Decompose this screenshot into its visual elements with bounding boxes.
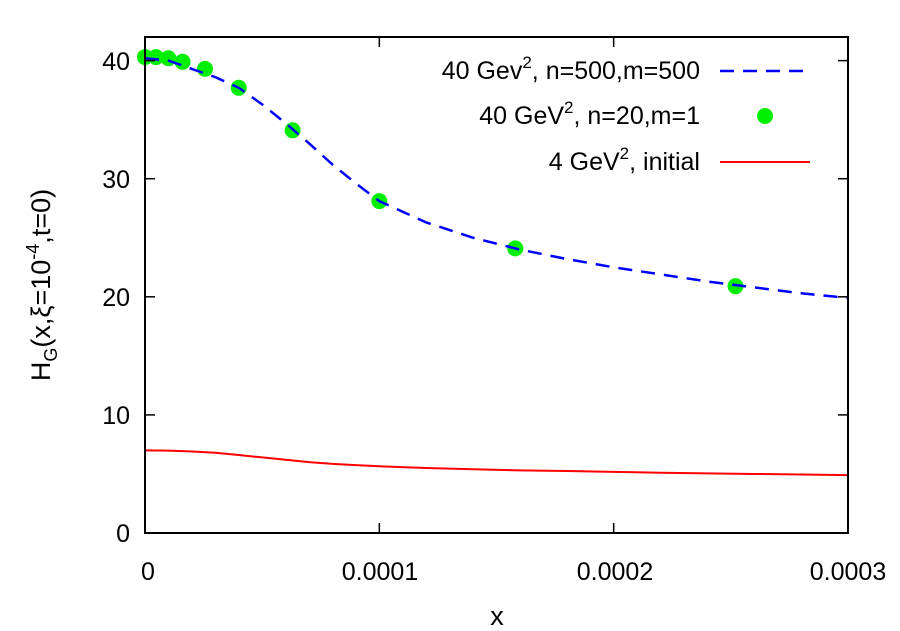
y-tick-label: 30: [102, 166, 130, 194]
plot-frame: [144, 36, 849, 534]
y-tick-label: 40: [102, 48, 130, 76]
legend: 40 Gev2, n=500,m=500 40 GeV2, n=20,m=1 4…: [442, 53, 810, 176]
axis-ticks: [144, 37, 849, 534]
legend-label-points: 40 GeV2, n=20,m=1: [479, 98, 700, 130]
y-axis-title: HG(x,ξ=10-4,t=0): [23, 189, 61, 381]
y-tick-label: 20: [102, 284, 130, 312]
plot-series: [137, 49, 849, 477]
solid-series-line: [144, 449, 849, 477]
x-tick-label: 0: [141, 558, 155, 586]
x-axis-title: x: [490, 601, 504, 631]
x-tick-label: 0.0002: [577, 558, 653, 586]
legend-label-solid: 4 GeV2, initial: [549, 144, 700, 176]
data-point: [174, 53, 191, 70]
y-tick-label: 0: [116, 520, 130, 548]
dashed-series-line: [144, 57, 849, 300]
legend-label-dashed: 40 Gev2, n=500,m=500: [442, 53, 700, 85]
x-tick-label: 0.0003: [810, 558, 886, 586]
data-point: [196, 60, 213, 77]
y-tick-label: 10: [102, 402, 130, 430]
legend-point-icon: [757, 108, 773, 124]
x-tick-label: 0.0001: [342, 558, 418, 586]
